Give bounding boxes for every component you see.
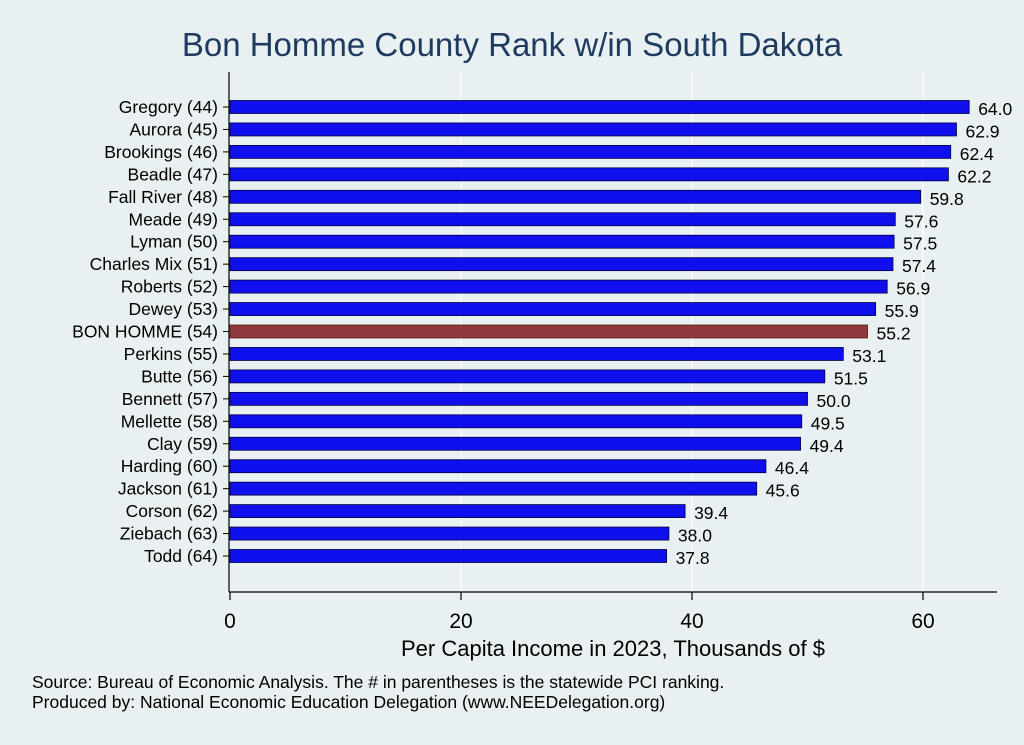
value-label: 37.8 [676, 548, 710, 568]
value-label: 39.4 [694, 503, 728, 523]
category-label: Lyman (50) [130, 232, 218, 252]
bar [229, 100, 970, 114]
value-label: 55.2 [877, 324, 911, 344]
category-label: Charles Mix (51) [90, 254, 218, 274]
category-label: BON HOMME (54) [72, 322, 218, 342]
value-label: 59.8 [930, 189, 964, 209]
category-label: Ziebach (63) [120, 524, 218, 544]
bar-highlight [229, 324, 868, 339]
category-label: Bennett (57) [122, 389, 218, 409]
value-label: 45.6 [766, 481, 800, 501]
category-label: Meade (49) [129, 209, 219, 229]
category-label: Mellette (58) [121, 411, 218, 431]
chart-title: Bon Homme County Rank w/in South Dakota [181, 26, 843, 63]
category-label: Fall River (48) [108, 187, 218, 207]
value-label: 38.0 [678, 526, 712, 546]
category-label: Aurora (45) [129, 119, 218, 139]
x-tick-label: 40 [680, 610, 703, 633]
category-label: Clay (59) [147, 434, 218, 454]
bar [229, 436, 801, 451]
category-label: Beadle (47) [128, 164, 218, 184]
value-label: 62.4 [960, 144, 994, 164]
bar [229, 167, 949, 182]
bar [229, 279, 888, 294]
category-label: Gregory (44) [119, 97, 218, 117]
category-label: Harding (60) [121, 456, 218, 476]
bar [229, 144, 952, 159]
x-tick-label: 0 [224, 610, 236, 633]
bar [229, 302, 877, 316]
bar [229, 414, 803, 429]
bar [229, 347, 844, 361]
value-label: 57.5 [903, 234, 937, 254]
category-label: Perkins (55) [124, 344, 218, 364]
bar [229, 234, 895, 249]
x-tick-label: 60 [911, 610, 934, 633]
bar [229, 481, 758, 496]
bar [229, 189, 922, 204]
bar [229, 459, 767, 474]
value-label: 62.9 [965, 121, 999, 141]
value-label: 50.0 [817, 391, 851, 411]
value-label: 46.4 [775, 458, 809, 478]
bar [229, 122, 957, 137]
bar [229, 526, 670, 541]
source-note: Source: Bureau of Economic Analysis. The… [32, 672, 725, 692]
x-tick-label: 20 [449, 610, 472, 633]
value-label: 49.4 [810, 436, 844, 456]
value-label: 56.9 [896, 279, 930, 299]
category-label: Roberts (52) [121, 277, 218, 297]
bar-chart: 0 20 40 60 Per Capita Income in 2023, Thousa… [72, 72, 1013, 661]
value-label: 64.0 [978, 99, 1012, 119]
value-label: 55.9 [885, 301, 919, 321]
category-label: Jackson (61) [118, 479, 218, 499]
bar [229, 391, 808, 406]
bar [229, 504, 686, 519]
value-label: 51.5 [834, 368, 868, 388]
producer-note: Produced by: National Economic Education… [32, 692, 666, 712]
value-label: 57.4 [902, 256, 936, 276]
category-label: Dewey (53) [129, 299, 218, 319]
value-label: 49.5 [811, 413, 845, 433]
value-label: 62.2 [957, 166, 991, 186]
category-label: Todd (64) [144, 546, 218, 566]
value-label: 57.6 [904, 211, 938, 231]
x-axis-label: Per Capita Income in 2023, Thousands of … [401, 636, 825, 661]
value-label: 53.1 [852, 346, 886, 366]
bar [229, 549, 667, 563]
category-label: Brookings (46) [104, 142, 218, 162]
bar [229, 257, 894, 272]
category-label: Corson (62) [126, 501, 218, 521]
bar [229, 369, 826, 384]
bar [229, 212, 896, 227]
category-label: Butte (56) [141, 366, 218, 386]
